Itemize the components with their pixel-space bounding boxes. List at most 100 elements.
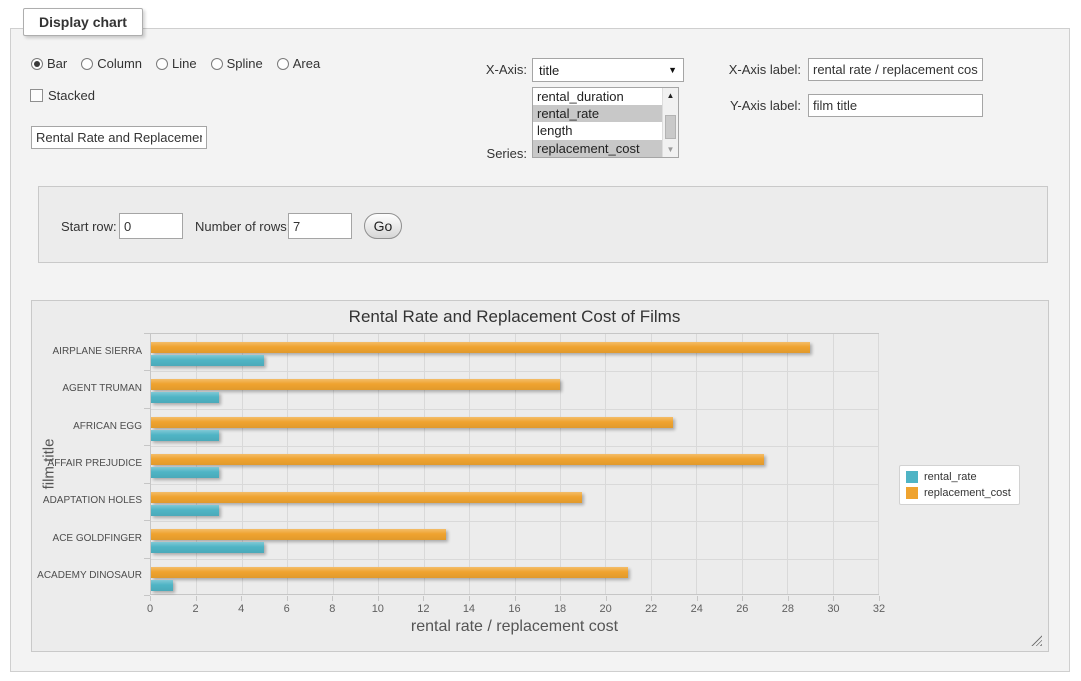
y-tick-mark <box>144 370 150 371</box>
stacked-label: Stacked <box>48 88 95 103</box>
gridline-x-28 <box>787 334 788 594</box>
num-rows-input[interactable] <box>288 213 352 239</box>
y-tick-mark <box>144 445 150 446</box>
radio-label: Spline <box>227 56 263 71</box>
bar-replacement_cost-adaptation-holes[interactable] <box>151 492 582 503</box>
category-label: AIRPLANE SIERRA <box>34 346 142 357</box>
x-tick-label: 20 <box>600 603 612 615</box>
bar-rental_rate-adaptation-holes[interactable] <box>151 505 219 516</box>
legend-swatch-icon <box>906 487 918 499</box>
bar-replacement_cost-agent-truman[interactable] <box>151 379 560 390</box>
series-scrollbar[interactable]: ▲ ▼ <box>662 88 678 157</box>
x-tick-mark <box>606 596 607 601</box>
series-option-rental_duration[interactable]: rental_duration <box>533 88 662 105</box>
legend-item-rental_rate[interactable]: rental_rate <box>906 471 1011 483</box>
legend-swatch-icon <box>906 471 918 483</box>
bar-replacement_cost-airplane-sierra[interactable] <box>151 342 810 353</box>
bar-replacement_cost-african-egg[interactable] <box>151 417 673 428</box>
series-multiselect[interactable]: rental_durationrental_ratelengthreplacem… <box>532 87 679 158</box>
legend-item-replacement_cost[interactable]: replacement_cost <box>906 487 1011 499</box>
x-tick-mark <box>879 596 880 601</box>
radio-icon[interactable] <box>211 58 223 70</box>
chart-type-option-bar[interactable]: Bar <box>31 56 67 71</box>
x-axis-label-input[interactable] <box>808 58 983 81</box>
radio-label: Line <box>172 56 197 71</box>
legend-label: rental_rate <box>924 471 977 483</box>
x-tick-label: 24 <box>691 603 703 615</box>
x-tick-mark <box>378 596 379 601</box>
y-tick-mark <box>144 558 150 559</box>
gridline-y-4 <box>151 484 878 485</box>
row-range-panel: Start row: Number of rows: Go <box>38 186 1048 263</box>
y-axis-label-label: Y-Axis label: <box>699 98 801 113</box>
x-tick-mark <box>788 596 789 601</box>
x-axis-select[interactable]: title ▼ <box>532 58 684 82</box>
bar-replacement_cost-affair-prejudice[interactable] <box>151 454 764 465</box>
chart-type-option-area[interactable]: Area <box>277 56 320 71</box>
chart-type-option-line[interactable]: Line <box>156 56 197 71</box>
start-row-input[interactable] <box>119 213 183 239</box>
bar-replacement_cost-ace-goldfinger[interactable] <box>151 529 446 540</box>
chevron-down-icon: ▼ <box>668 65 677 75</box>
x-tick-mark <box>287 596 288 601</box>
y-tick-mark <box>144 333 150 334</box>
x-tick-label: 18 <box>554 603 566 615</box>
x-tick-mark <box>241 596 242 601</box>
chart-panel: Rental Rate and Replacement Cost of Film… <box>31 300 1049 652</box>
series-select-label: Series: <box>461 146 527 161</box>
y-axis-label-input[interactable] <box>808 94 983 117</box>
x-tick-mark <box>150 596 151 601</box>
bar-rental_rate-affair-prejudice[interactable] <box>151 467 219 478</box>
legend-label: replacement_cost <box>924 487 1011 499</box>
y-tick-mark <box>144 520 150 521</box>
go-button[interactable]: Go <box>364 213 402 239</box>
resize-handle[interactable] <box>1031 635 1042 646</box>
stacked-checkbox-row[interactable]: Stacked <box>30 88 95 103</box>
x-tick-mark <box>515 596 516 601</box>
display-chart-fieldset: Display chart BarColumnLineSplineArea St… <box>10 28 1070 672</box>
radio-label: Bar <box>47 56 67 71</box>
x-tick-label: 8 <box>329 603 335 615</box>
y-tick-mark <box>144 483 150 484</box>
series-option-rental_rate[interactable]: rental_rate <box>533 105 662 122</box>
scroll-down-icon[interactable]: ▼ <box>663 142 678 157</box>
plot-area <box>150 333 879 595</box>
x-tick-mark <box>196 596 197 601</box>
x-axis-title: rental rate / replacement cost <box>150 618 879 636</box>
series-options: rental_durationrental_ratelengthreplacem… <box>533 88 662 157</box>
scroll-up-icon[interactable]: ▲ <box>663 88 678 103</box>
x-tick-label: 4 <box>238 603 244 615</box>
radio-icon[interactable] <box>156 58 168 70</box>
x-tick-label: 10 <box>372 603 384 615</box>
x-tick-label: 32 <box>873 603 885 615</box>
chart-type-option-column[interactable]: Column <box>81 56 142 71</box>
scrollbar-thumb[interactable] <box>665 115 676 139</box>
x-tick-label: 6 <box>284 603 290 615</box>
radio-label: Area <box>293 56 320 71</box>
bar-rental_rate-agent-truman[interactable] <box>151 392 219 403</box>
gridline-y-6 <box>151 559 878 560</box>
radio-icon[interactable] <box>277 58 289 70</box>
bar-rental_rate-african-egg[interactable] <box>151 430 219 441</box>
x-tick-mark <box>469 596 470 601</box>
fieldset-legend: Display chart <box>23 8 143 36</box>
category-label: AGENT TRUMAN <box>34 383 142 394</box>
x-tick-mark <box>560 596 561 601</box>
x-tick-mark <box>697 596 698 601</box>
y-tick-mark <box>144 408 150 409</box>
bar-rental_rate-academy-dinosaur[interactable] <box>151 580 173 591</box>
chart-title-input[interactable] <box>31 126 207 149</box>
bar-replacement_cost-academy-dinosaur[interactable] <box>151 567 628 578</box>
gridline-x-32 <box>878 334 879 594</box>
category-label: ACADEMY DINOSAUR <box>34 570 142 581</box>
x-tick-label: 30 <box>827 603 839 615</box>
radio-icon[interactable] <box>81 58 93 70</box>
series-option-replacement_cost[interactable]: replacement_cost <box>533 140 662 157</box>
bar-rental_rate-ace-goldfinger[interactable] <box>151 542 264 553</box>
series-option-length[interactable]: length <box>533 122 662 139</box>
gridline-y-5 <box>151 521 878 522</box>
radio-icon[interactable] <box>31 58 43 70</box>
stacked-checkbox[interactable] <box>30 89 43 102</box>
bar-rental_rate-airplane-sierra[interactable] <box>151 355 264 366</box>
chart-type-option-spline[interactable]: Spline <box>211 56 263 71</box>
